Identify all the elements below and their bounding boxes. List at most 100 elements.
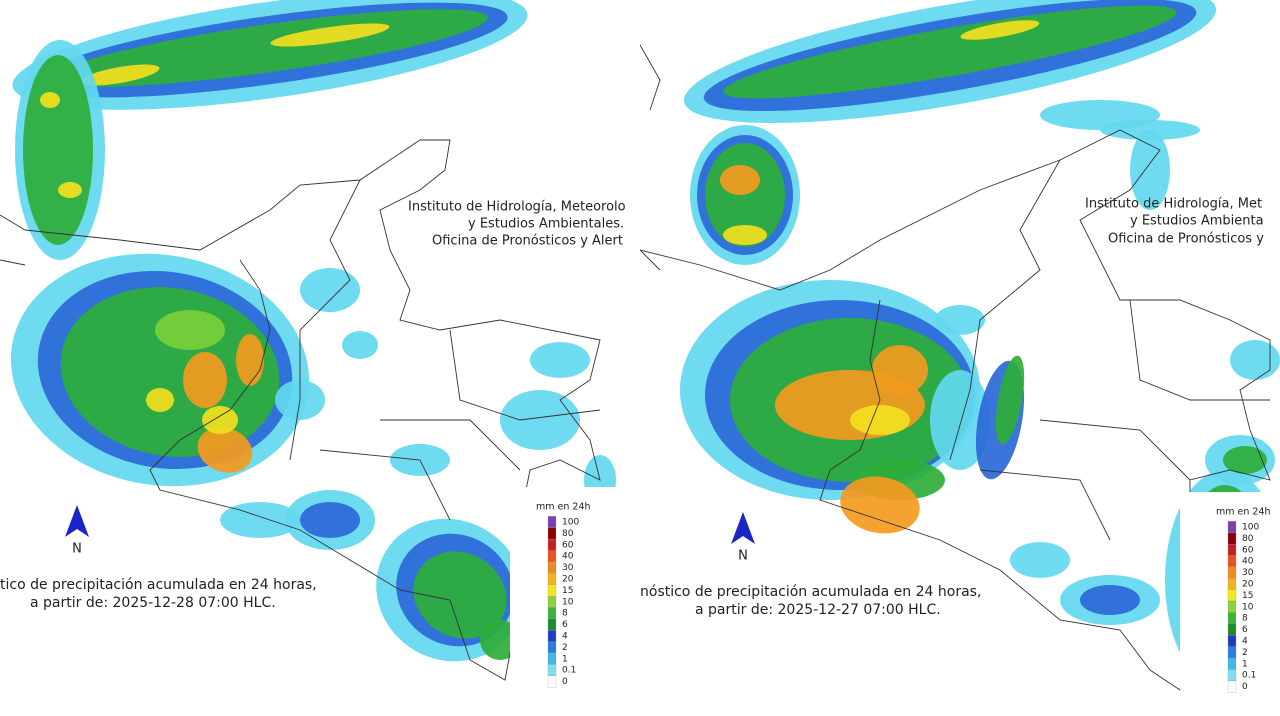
legend-label: 1: [1242, 659, 1248, 669]
legend-swatch: [1227, 543, 1237, 556]
legend-label: 6: [562, 620, 568, 630]
legend-label: 2: [1242, 648, 1248, 658]
border: [640, 44, 661, 271]
precip-area: [1010, 542, 1070, 578]
legend-label: 100: [1242, 523, 1259, 533]
legend-label: 100: [562, 518, 579, 528]
legend-swatch: [1227, 612, 1237, 625]
legend-swatch: [547, 550, 557, 563]
legend-swatch: [547, 664, 557, 677]
legend-swatch: [547, 584, 557, 597]
institute-text: Oficina de Pronósticos y: [1108, 232, 1264, 247]
legend-swatch: [547, 618, 557, 631]
precip-area: [995, 355, 1025, 445]
north-arrow: [731, 512, 755, 544]
legend-swatch: [1227, 646, 1237, 659]
precip-area: [413, 551, 507, 639]
legend-label: 8: [562, 609, 568, 619]
legend-label: 2: [562, 643, 568, 653]
legend-label: 15: [562, 586, 573, 596]
precip-area: [500, 390, 580, 450]
institute-text: Oficina de Pronósticos y Alert: [432, 234, 623, 249]
legend-label: 60: [562, 540, 574, 550]
precip-area: [300, 268, 360, 312]
legend-label: 1: [562, 654, 568, 664]
legend-box: [510, 487, 622, 692]
legend-swatch: [1227, 623, 1237, 636]
legend-swatch: [547, 630, 557, 642]
legend-swatch: [547, 538, 557, 551]
map-panel: Instituto de Hidrología, Met y Estudios A…: [640, 0, 1280, 697]
institute-text: Instituto de Hidrología, Meteorolo: [408, 200, 626, 215]
precip-area: [202, 406, 238, 434]
precip-area: [220, 502, 300, 538]
legend-swatch: [547, 641, 557, 654]
legend-label: 80: [1242, 534, 1254, 544]
north-arrow: [65, 505, 89, 537]
legend-swatch: [547, 561, 557, 574]
border: [24, 139, 601, 681]
legend-label: 40: [562, 552, 574, 562]
legend-swatch: [547, 516, 557, 528]
legend-label: 4: [1242, 637, 1248, 647]
caption: a partir de: 2025-12-27 07:00 HLC.: [695, 602, 941, 618]
precip-area: [720, 165, 760, 195]
border: [289, 179, 601, 521]
precip-area: [850, 405, 910, 435]
precip-area: [872, 345, 928, 395]
precip-area: [342, 331, 378, 359]
legend-swatch: [547, 652, 557, 665]
legend-label: 6: [1242, 625, 1248, 635]
institute-text: Instituto de Hidrología, Met: [1085, 197, 1262, 212]
legend-label: 20: [562, 575, 574, 585]
precip-area: [155, 310, 225, 350]
legend-title: mm en 24h: [536, 502, 591, 513]
north-label: N: [72, 542, 82, 557]
legend-label: 10: [1242, 602, 1254, 612]
legend-label: 0: [1242, 682, 1248, 692]
legend-label: 30: [1242, 568, 1254, 578]
legend-swatch: [1227, 635, 1237, 647]
caption: nóstico de precipitación acumulada en 24…: [640, 584, 981, 600]
precip-area: [270, 23, 390, 47]
precip-area: [935, 305, 985, 335]
precip-area: [80, 64, 160, 86]
precip-area: [197, 427, 253, 473]
legend-label: 8: [1242, 614, 1248, 624]
legend-label: 60: [1242, 545, 1254, 555]
precip-area: [1223, 446, 1267, 474]
legend-swatch: [1227, 521, 1237, 533]
legend-swatch: [1227, 532, 1237, 545]
border: [640, 129, 1271, 691]
legend-title: mm en 24h: [1216, 507, 1271, 518]
legend-swatch: [547, 595, 557, 608]
legend-label: 20: [1242, 580, 1254, 590]
precip-area: [183, 352, 227, 408]
precip-area: [930, 370, 990, 470]
precip-area: [530, 342, 590, 378]
legend-swatch: [1227, 566, 1237, 579]
legend-label: 10: [562, 597, 574, 607]
legend-swatch: [1227, 669, 1237, 682]
legend-label: 0.1: [1242, 671, 1256, 681]
legend-swatch: [1227, 578, 1237, 590]
caption: a partir de: 2025-12-28 07:00 HLC.: [30, 595, 276, 611]
border: [0, 214, 26, 266]
precip-area: [960, 20, 1040, 40]
legend-label: 4: [562, 632, 568, 642]
border: [949, 159, 1270, 541]
legend-swatch: [1227, 589, 1237, 602]
precip-area: [23, 55, 93, 245]
legend-swatch: [547, 527, 557, 540]
north-label: N: [738, 549, 748, 564]
precip-area: [840, 476, 920, 534]
precip-area: [146, 388, 174, 412]
legend-label: 30: [562, 563, 574, 573]
precip-area: [1230, 340, 1280, 380]
precip-area: [723, 225, 767, 245]
legend-label: 80: [562, 529, 574, 539]
legend-swatch: [547, 675, 557, 688]
legend-swatch: [547, 607, 557, 620]
precip-area: [40, 92, 60, 108]
